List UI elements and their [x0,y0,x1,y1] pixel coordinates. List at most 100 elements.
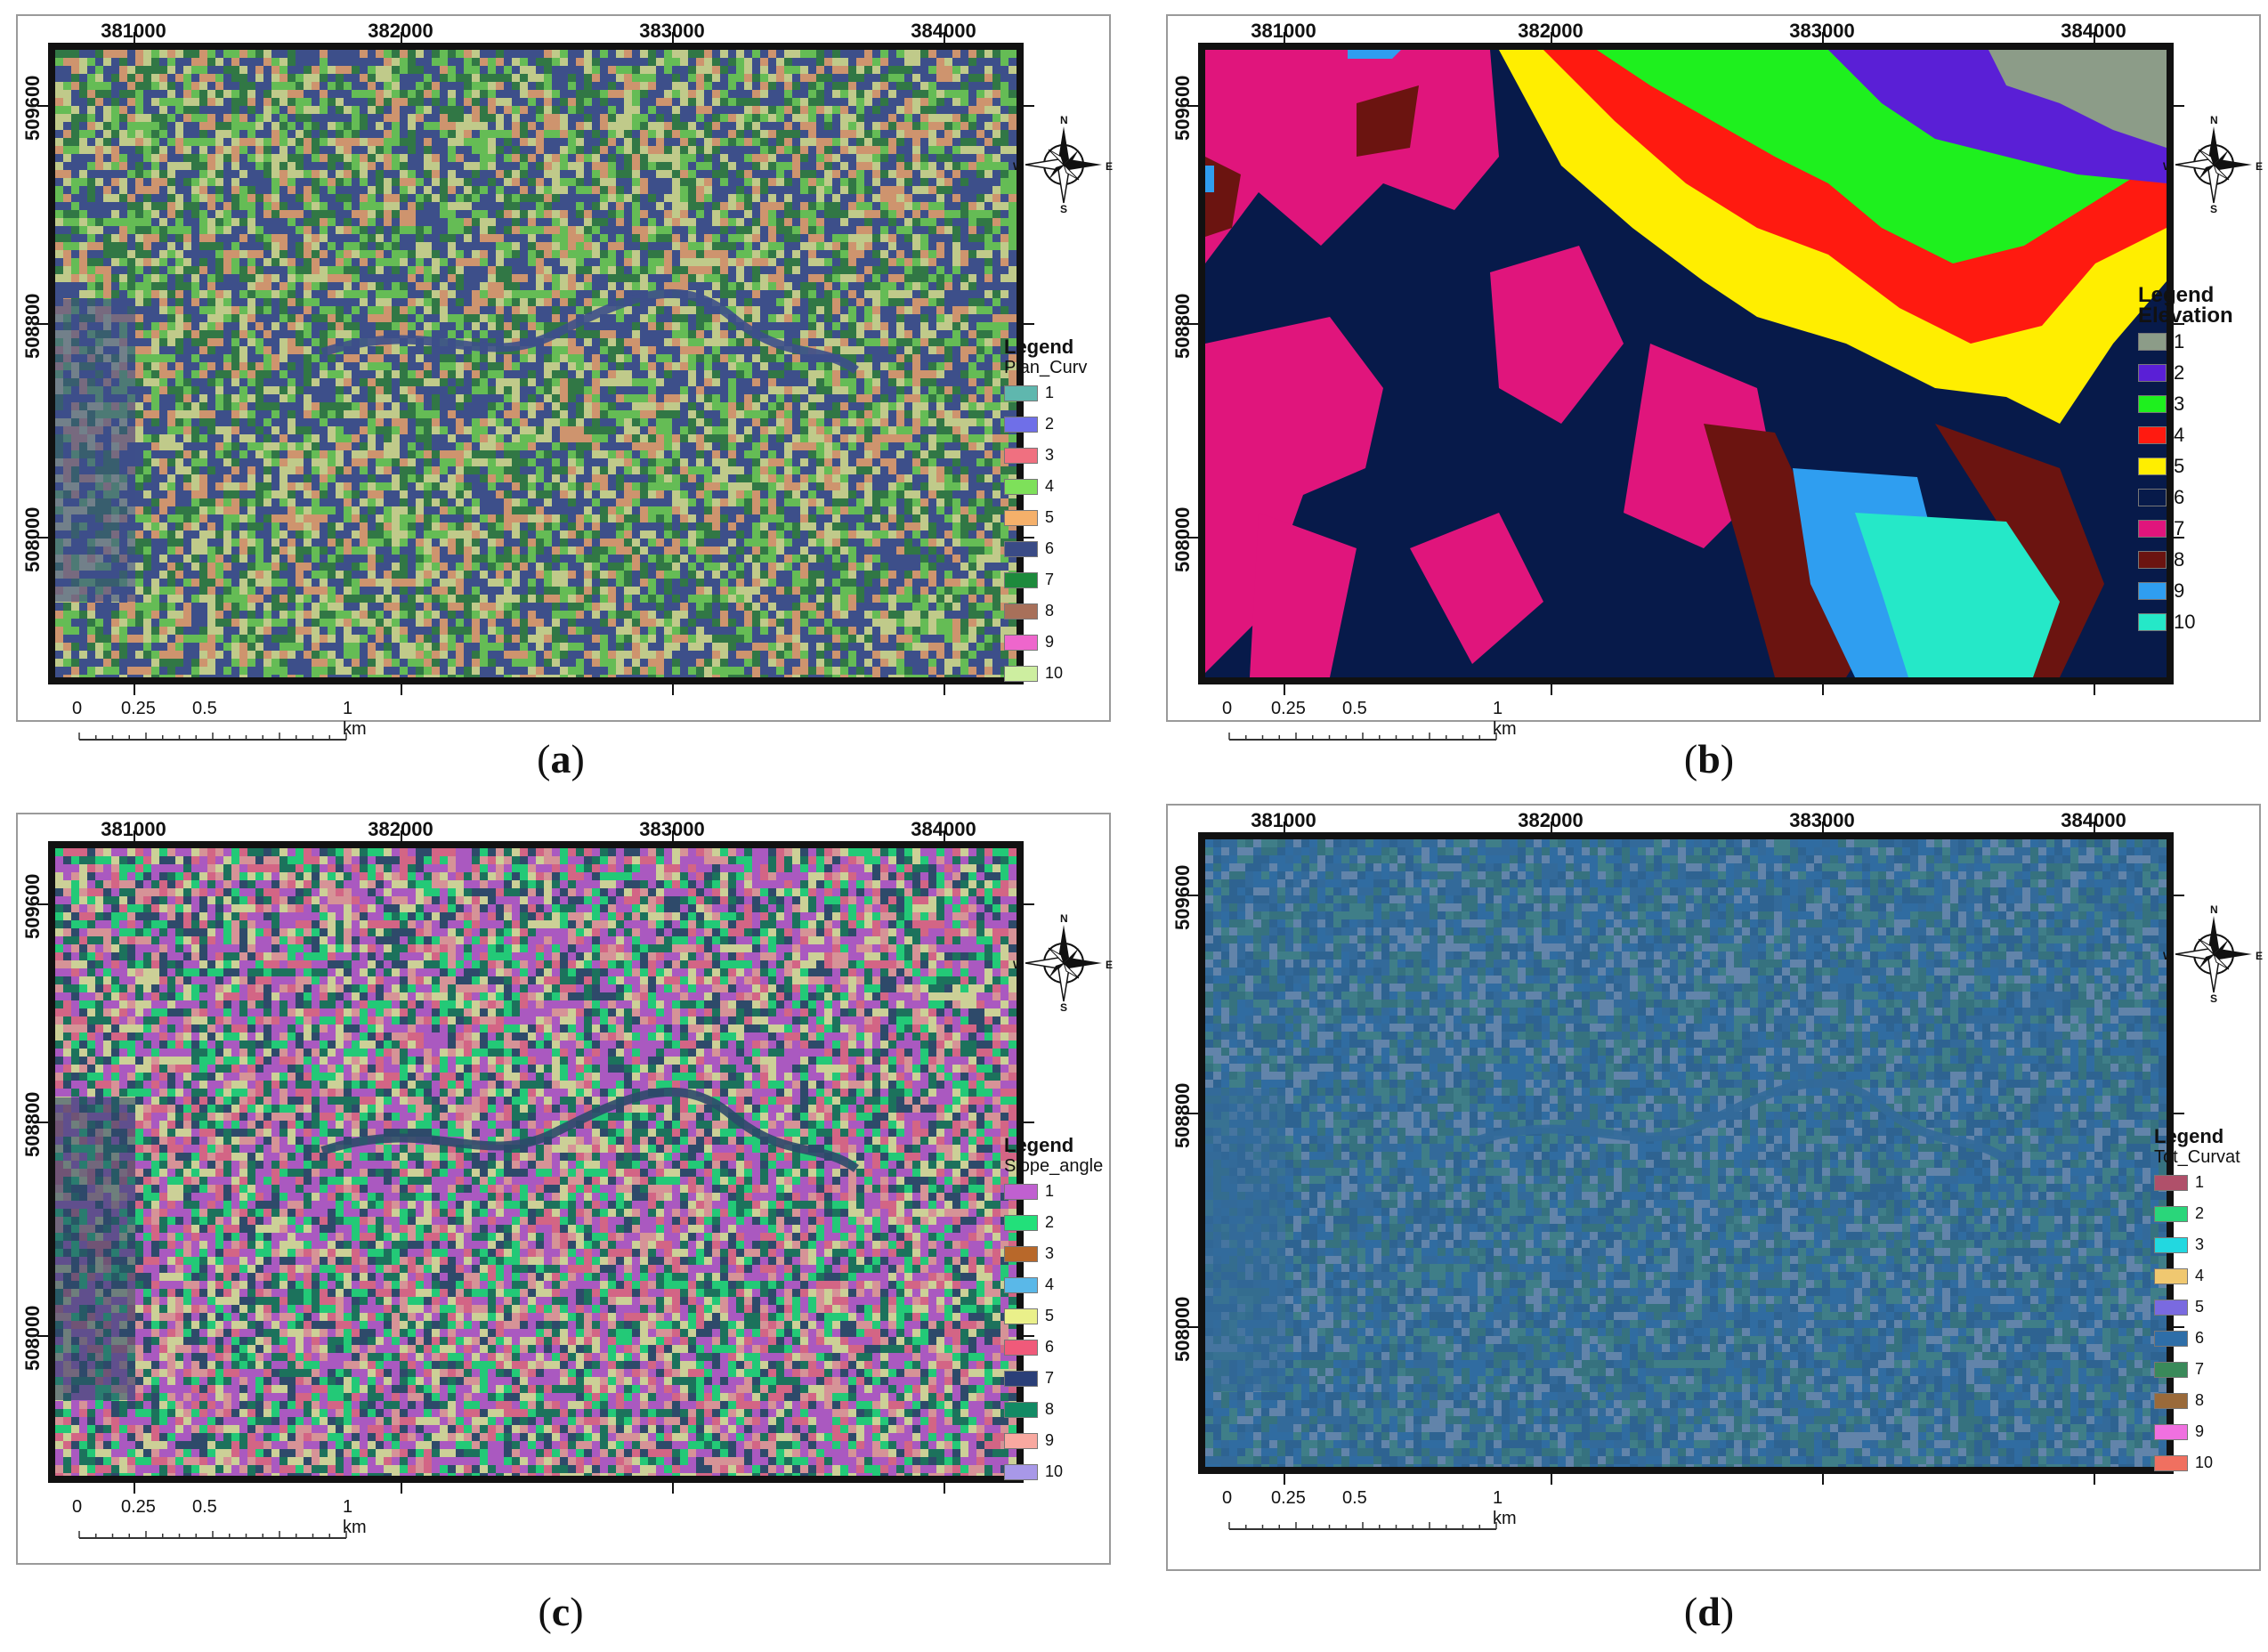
y-tick [1024,323,1034,325]
legend-entry: 10 [2154,1447,2240,1478]
legend-swatch [1004,634,1038,651]
legend-field-name: Elevation [2138,305,2233,327]
legend-swatch [2154,1299,2188,1316]
y-tick [2174,895,2184,896]
legend-entry: 9 [1004,1425,1103,1456]
legend-entry: 10 [2138,606,2233,637]
compass-w-label: W [2163,160,2173,173]
legend-label: 8 [2195,1391,2204,1410]
scale-bar: 0 0.25 0.5 1 km [1222,699,1519,752]
legend-swatch [1004,571,1038,588]
x-tick [672,1483,674,1494]
legend-entry: 8 [1004,1394,1103,1425]
legend-entry: 5 [1004,1300,1103,1332]
y-tick [1187,1326,1198,1328]
compass-e-label: E [1106,160,1113,173]
legend-entry: 8 [1004,595,1087,627]
legend-swatch [2154,1423,2188,1440]
legend-label: 8 [1045,1400,1054,1419]
compass-w-label: W [1013,959,1023,971]
x-tick [401,684,402,695]
y-tick [1187,323,1198,325]
legend-label: 4 [2195,1267,2204,1285]
scale-label: 0.25 [121,699,156,719]
scale-label: 1 km [343,699,369,740]
compass-n-label: N [1060,912,1068,925]
legend-label: 5 [1045,508,1054,527]
y-coord-label: 508000 [1171,507,1195,572]
y-tick [1187,1113,1198,1114]
compass-w-label: W [1013,160,1023,173]
legend-entry: 5 [2154,1292,2240,1323]
legend-field-name: Slope_angle [1004,1156,1103,1176]
x-tick [134,1483,135,1494]
legend-swatch [2138,457,2167,475]
x-tick [1284,822,1285,832]
legend-entry: 1 [2154,1167,2240,1198]
legend-label: 7 [2195,1360,2204,1379]
legend-title: Legend [2154,1126,2240,1147]
legend-entry: 2 [1004,1207,1103,1238]
scale-bar: 0 0.25 0.5 1 km [1222,1488,1519,1542]
scale-label: 1 km [343,1497,369,1538]
map-legend: Legend Plan_Curv 1 2 3 4 5 6 7 8 9 10 [1004,336,1087,689]
legend-field-name: Plan_Curv [1004,358,1087,377]
y-tick [37,537,48,539]
y-tick [37,1122,48,1123]
y-tick [37,323,48,325]
legend-label: 6 [1045,539,1054,558]
legend-swatch [1004,1401,1038,1418]
compass-e-label: E [2256,950,2263,962]
legend-swatch [2154,1361,2188,1378]
legend-swatch [1004,1308,1038,1324]
x-tick [401,32,402,43]
legend-entry: 4 [2138,419,2233,450]
legend-swatch [1004,385,1038,401]
legend-label: 7 [1045,571,1054,589]
x-tick [1551,822,1552,832]
x-tick [672,830,674,841]
legend-label: 3 [2174,393,2184,416]
compass-s-label: S [2210,992,2217,1005]
legend-entry: 1 [1004,377,1087,409]
y-tick [1024,903,1034,905]
legend-label: 2 [1045,1213,1054,1232]
legend-swatch [2154,1174,2188,1191]
x-tick [1822,684,1824,695]
legend-swatch [2154,1267,2188,1284]
legend-entry: 6 [1004,1332,1103,1363]
x-tick [1822,1474,1824,1485]
map-panel-d: 381000 382000 383000 384000 509600 508800 5080… [1166,804,2263,1571]
legend-title: Legend [2138,285,2233,306]
legend-entry: 8 [2138,544,2233,575]
legend-entry: 6 [2138,482,2233,513]
y-coord-label: 509600 [21,76,45,141]
y-tick [2174,323,2184,325]
legend-label: 3 [1045,1244,1054,1263]
legend-entry: 7 [1004,1363,1103,1394]
x-tick [672,32,674,43]
x-tick [1551,684,1552,695]
x-tick [1284,32,1285,43]
y-tick [1024,537,1034,539]
legend-entry: 7 [1004,564,1087,595]
scale-label: 0.5 [192,699,217,719]
legend-label: 1 [1045,1182,1054,1201]
x-tick [1284,684,1285,695]
legend-label: 4 [2174,424,2184,447]
scale-bar-line [78,1531,347,1539]
x-tick [1551,32,1552,43]
legend-entry: 4 [2154,1260,2240,1292]
legend-label: 1 [1045,384,1054,402]
legend-label: 3 [2195,1235,2204,1254]
scale-label: 0.25 [1271,1488,1306,1509]
legend-entry: 2 [1004,409,1087,440]
legend-entry: 1 [2138,326,2233,357]
y-tick [37,105,48,107]
legend-title: Legend [1004,1135,1103,1156]
legend-entry: 10 [1004,1456,1103,1487]
scale-label: 0 [1222,699,1232,719]
legend-label: 5 [1045,1307,1054,1325]
legend-swatch [2138,363,2167,382]
x-tick [2094,32,2095,43]
